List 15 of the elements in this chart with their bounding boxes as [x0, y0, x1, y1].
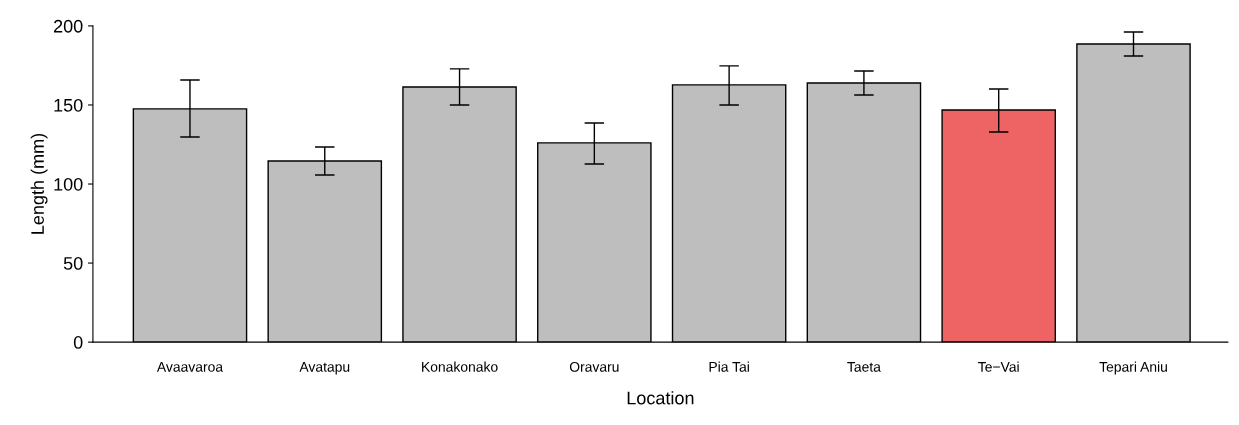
- y-tick-label: 200: [53, 19, 83, 33]
- x-tick-label: Avaavaroa: [156, 362, 224, 372]
- x-axis-title: Location: [627, 391, 694, 405]
- y-tick-label: 100: [54, 177, 83, 191]
- y-tick-label: 150: [54, 98, 83, 112]
- x-tick-label: Te−Vai: [978, 361, 1019, 372]
- y-tick-label: 0: [73, 336, 83, 349]
- x-tick-label: Konakonako: [422, 361, 498, 372]
- x-tick-label: Taeta: [847, 362, 881, 372]
- y-tick-label: 50: [63, 257, 83, 270]
- x-tick-label: Avatapu: [299, 362, 350, 375]
- x-tick-label: Pia Tai: [709, 361, 749, 372]
- x-tick-label: Oravaru: [569, 361, 619, 372]
- x-tick-label: Tepari Aniu: [1099, 361, 1167, 375]
- y-axis-title: Length (mm): [30, 133, 48, 234]
